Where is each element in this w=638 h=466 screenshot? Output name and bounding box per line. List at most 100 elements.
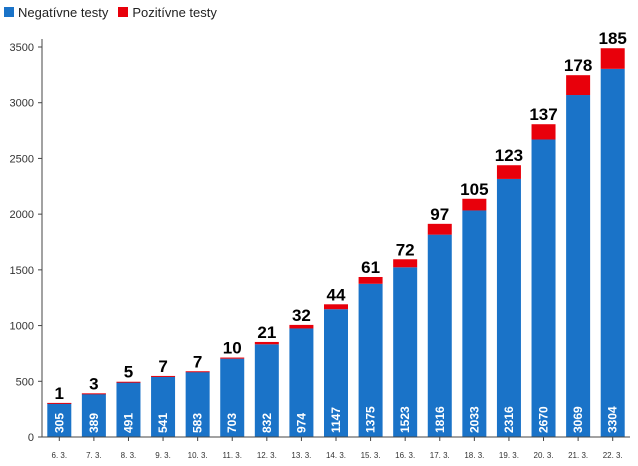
x-tick-label: 22. 3.: [603, 451, 623, 460]
positive-value-label: 105: [460, 180, 488, 199]
bar-negative: [151, 376, 176, 437]
bar-negative: [116, 382, 141, 437]
positive-value-label: 32: [292, 306, 311, 325]
bar-negative: [185, 372, 210, 437]
bar-negative: [47, 403, 72, 437]
y-tick-label: 2000: [10, 209, 34, 221]
y-tick-label: 500: [16, 376, 34, 388]
x-axis: 6. 3. 7. 3. 8. 3. 9. 3. 10. 3. 11. 3. 12. 3. 13…: [42, 436, 630, 460]
bar-positive: [47, 402, 72, 404]
legend-item-negative: Negatívne testy: [4, 5, 108, 20]
positive-value-label: 137: [529, 105, 557, 124]
positive-value-label: 7: [158, 357, 167, 376]
negative-value-label: 2316: [502, 406, 516, 433]
positive-value-label: 10: [223, 339, 242, 358]
x-tick-label: 10. 3.: [188, 451, 208, 460]
y-tick-label: 2500: [10, 153, 34, 165]
bar-negative: [289, 328, 314, 437]
y-axis: 0 500 1000 1500 2000 2500 3000 3500: [10, 39, 43, 444]
negative-value-label: 305: [52, 413, 66, 433]
negative-value-label: 583: [191, 413, 205, 433]
x-tick-label: 8. 3.: [121, 451, 137, 460]
negative-value-label: 1523: [398, 406, 412, 433]
bar-positive: [462, 198, 487, 211]
bar-positive: [566, 75, 591, 96]
positive-value-label: 5: [124, 363, 133, 382]
bar-positive: [531, 124, 556, 140]
x-tick-label: 15. 3.: [361, 451, 381, 460]
negative-value-label: 389: [87, 413, 101, 433]
bar-negative: [358, 283, 383, 437]
positive-value-label: 61: [361, 258, 380, 277]
positive-value-label: 7: [193, 352, 202, 371]
x-tick-label: 20. 3.: [534, 451, 554, 460]
x-tick-label: 17. 3.: [430, 451, 450, 460]
positive-value-label: 185: [599, 29, 627, 48]
legend: Negatívne testy Pozitívne testy: [4, 3, 227, 21]
bar-positive: [116, 381, 141, 383]
bar-positive: [254, 341, 279, 345]
negative-value-label: 832: [260, 413, 274, 433]
positive-value-label: 21: [257, 323, 276, 342]
bar-positive: [358, 276, 383, 284]
x-tick-label: 18. 3.: [464, 451, 484, 460]
negative-value-label: 1816: [433, 406, 447, 433]
positive-value-label: 123: [495, 146, 523, 165]
bar-negative: [496, 178, 521, 437]
bar-positive: [185, 371, 210, 373]
negative-value-label: 703: [225, 413, 239, 433]
positive-value-label: 3: [89, 374, 98, 393]
negative-value-label: 1147: [329, 407, 343, 433]
bar-positive: [324, 304, 348, 310]
x-tick-label: 9. 3.: [155, 451, 171, 460]
negative-value-label: 2670: [537, 406, 551, 433]
positive-value-label: 1: [55, 384, 64, 403]
negative-value-label: 2033: [467, 406, 481, 433]
bar-positive: [81, 393, 106, 395]
bar-negative: [254, 344, 279, 437]
negative-value-label: 3304: [606, 406, 620, 433]
x-tick-label: 7. 3.: [86, 451, 102, 460]
x-tick-label: 14. 3.: [326, 451, 346, 460]
bar-negative: [81, 393, 106, 437]
x-tick-label: 21. 3.: [568, 451, 588, 460]
bar-positive: [220, 357, 245, 359]
negative-value-label: 491: [121, 413, 135, 433]
negative-value-label: 541: [156, 413, 170, 433]
y-tick-label: 3000: [10, 98, 34, 110]
bars: 305 1 389 3 491 5 541 7 583 7 703 10 832 21 974 32 1147 4…: [47, 29, 627, 438]
bar-positive: [496, 165, 521, 179]
x-tick-label: 11. 3.: [223, 451, 242, 460]
negative-value-label: 3069: [571, 406, 585, 433]
legend-label-negative: Negatívne testy: [18, 4, 109, 20]
bar-negative: [427, 234, 452, 437]
bar-negative: [462, 210, 487, 437]
positive-value-label: 44: [327, 285, 346, 304]
bar-positive: [393, 259, 418, 268]
y-tick-label: 3500: [10, 42, 34, 54]
negative-value-label: 974: [294, 413, 308, 433]
bar-negative: [220, 358, 245, 437]
bar-positive: [289, 324, 314, 329]
bar-negative: [324, 309, 348, 437]
legend-item-positive: Pozitívne testy: [118, 5, 217, 20]
x-tick-label: 19. 3.: [499, 451, 519, 460]
bar-negative: [600, 68, 625, 437]
x-tick-label: 6. 3.: [52, 451, 68, 460]
bar-positive: [151, 375, 176, 377]
positive-value-label: 72: [396, 240, 415, 259]
bar-negative: [393, 267, 418, 437]
negative-value-label: 1375: [364, 406, 378, 433]
bar-negative: [566, 95, 591, 438]
x-tick-label: 16. 3.: [395, 451, 415, 460]
y-tick-label: 1000: [10, 321, 34, 333]
legend-label-positive: Pozitívne testy: [132, 4, 217, 20]
bar-positive: [600, 48, 625, 69]
x-tick-label: 12. 3.: [257, 451, 277, 460]
legend-swatch-negative: [4, 7, 14, 17]
y-tick-label: 1500: [10, 265, 34, 277]
y-tick-label: 0: [28, 432, 34, 444]
bar-positive: [427, 223, 452, 235]
bar-negative: [531, 139, 556, 437]
